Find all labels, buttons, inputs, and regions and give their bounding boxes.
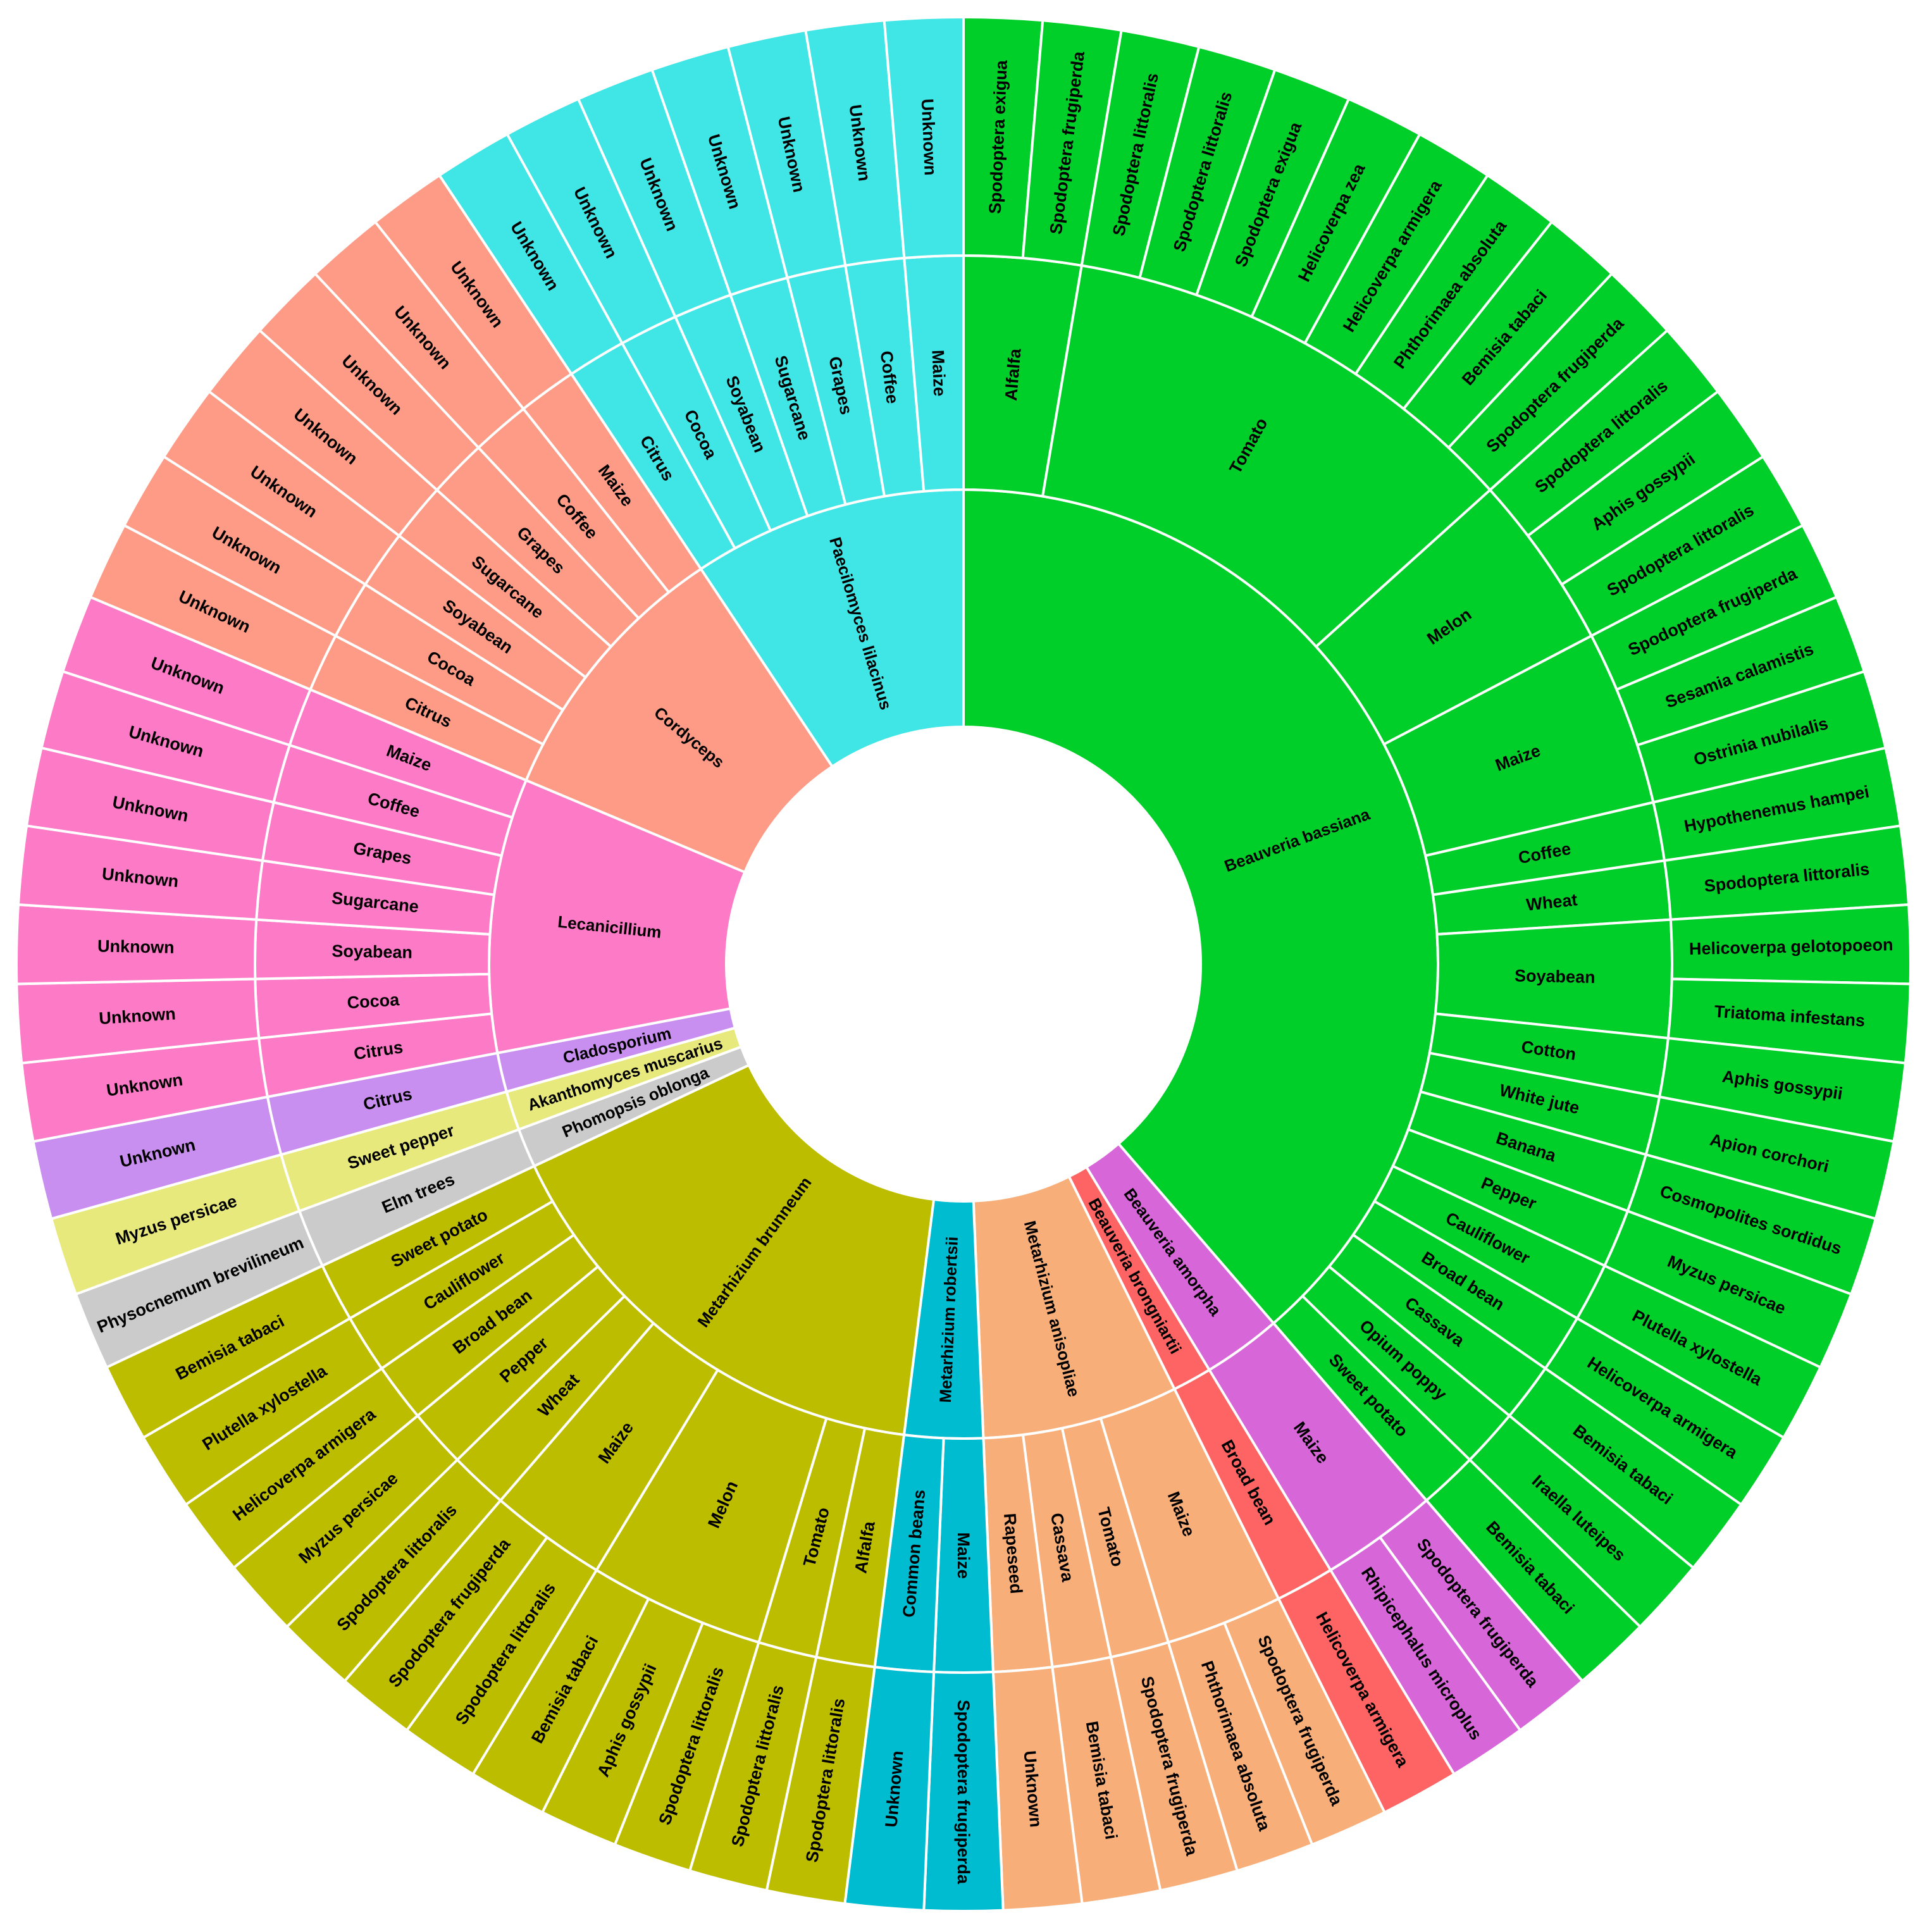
crop-label-soyabean: Soyabean xyxy=(1515,966,1596,987)
crop-label-soyabean: Soyabean xyxy=(331,941,412,962)
crop-label-alfalfa: Alfalfa xyxy=(1001,347,1025,402)
crop-label-maize: Maize xyxy=(954,1532,973,1579)
pest-label-unknown: Unknown xyxy=(918,98,940,176)
crop-label-maize: Maize xyxy=(928,349,949,397)
pest-segment-unknown xyxy=(883,16,965,259)
sunburst-wedges xyxy=(15,16,1912,1913)
pest-label-helicoverpa-gelotopoeon: Helicoverpa gelotopoeon xyxy=(1689,935,1893,958)
pest-label-unknown: Unknown xyxy=(97,936,175,957)
pest-label-spodoptera-frugiperda: Spodoptera frugiperda xyxy=(954,1700,973,1885)
crop-label-cocoa: Cocoa xyxy=(347,990,400,1012)
